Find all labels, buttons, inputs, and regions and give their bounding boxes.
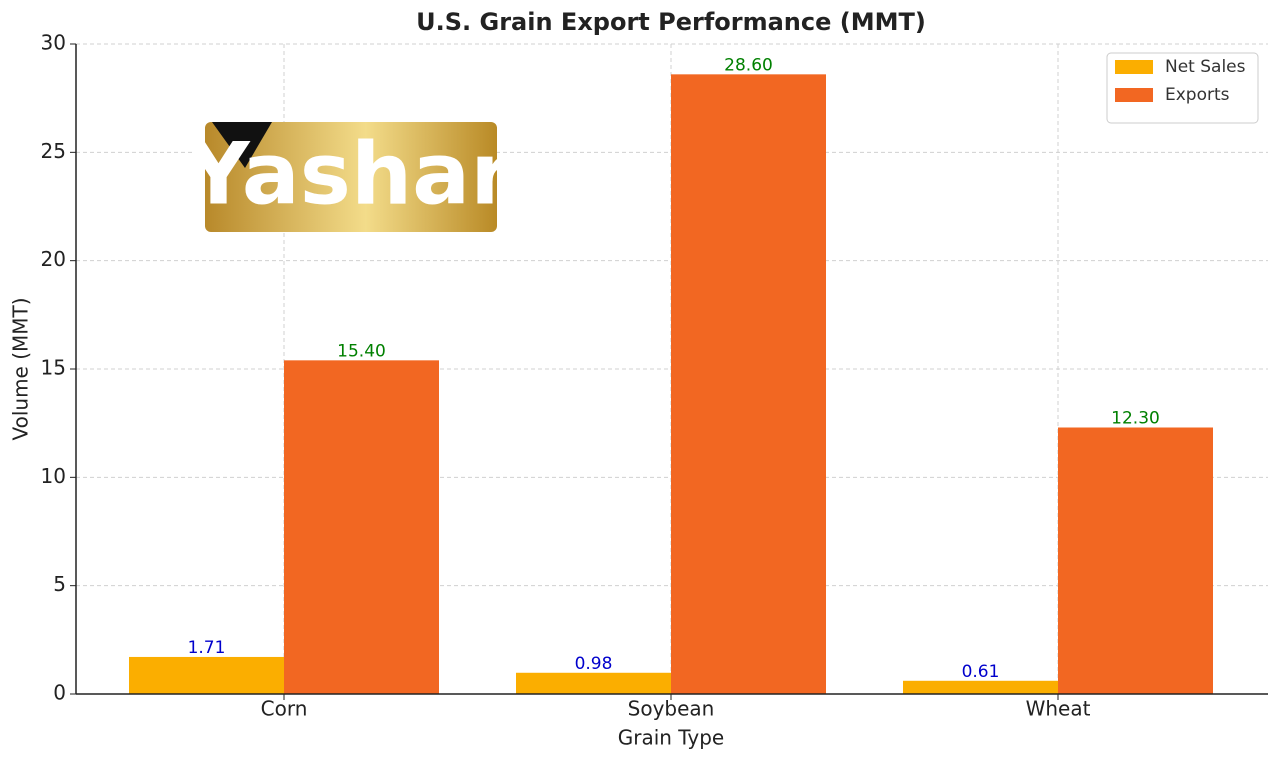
y-tick-label: 15 [41,356,66,380]
y-tick-label: 5 [53,572,66,596]
value-label: 28.60 [724,55,773,75]
logo-text: Yashar [186,124,513,224]
bar [129,656,284,694]
bar [1058,427,1213,694]
x-tick-label: Corn [261,697,308,721]
legend-swatch [1115,60,1153,74]
legend-label: Net Sales [1165,57,1246,77]
value-label: 0.98 [575,654,613,674]
bar [671,74,826,695]
y-tick-label: 10 [41,464,66,488]
bar [284,360,439,694]
value-label: 0.61 [962,662,1000,682]
logo: Yashar [186,122,513,232]
x-tick-label: Soybean [628,697,715,721]
value-label: 15.40 [337,341,386,361]
logo-triangle [212,122,272,168]
value-label: 12.30 [1111,409,1160,429]
bar [516,672,671,694]
x-tick-label: Wheat [1026,697,1091,721]
legend: Net Sales Exports [1106,52,1259,124]
y-tick-label: 30 [41,31,66,55]
y-tick-label: 0 [53,681,66,705]
x-axis-label: Grain Type [618,726,725,750]
y-tick-label: 25 [41,139,66,163]
chart-title: U.S. Grain Export Performance (MMT) [416,8,926,36]
legend-swatch [1115,88,1153,102]
value-label: 1.71 [188,638,226,658]
y-axis-label: Volume (MMT) [9,297,33,440]
legend-label: Exports [1165,85,1230,105]
logo-background [205,122,497,232]
bar [903,680,1058,694]
y-tick-label: 20 [41,247,66,271]
